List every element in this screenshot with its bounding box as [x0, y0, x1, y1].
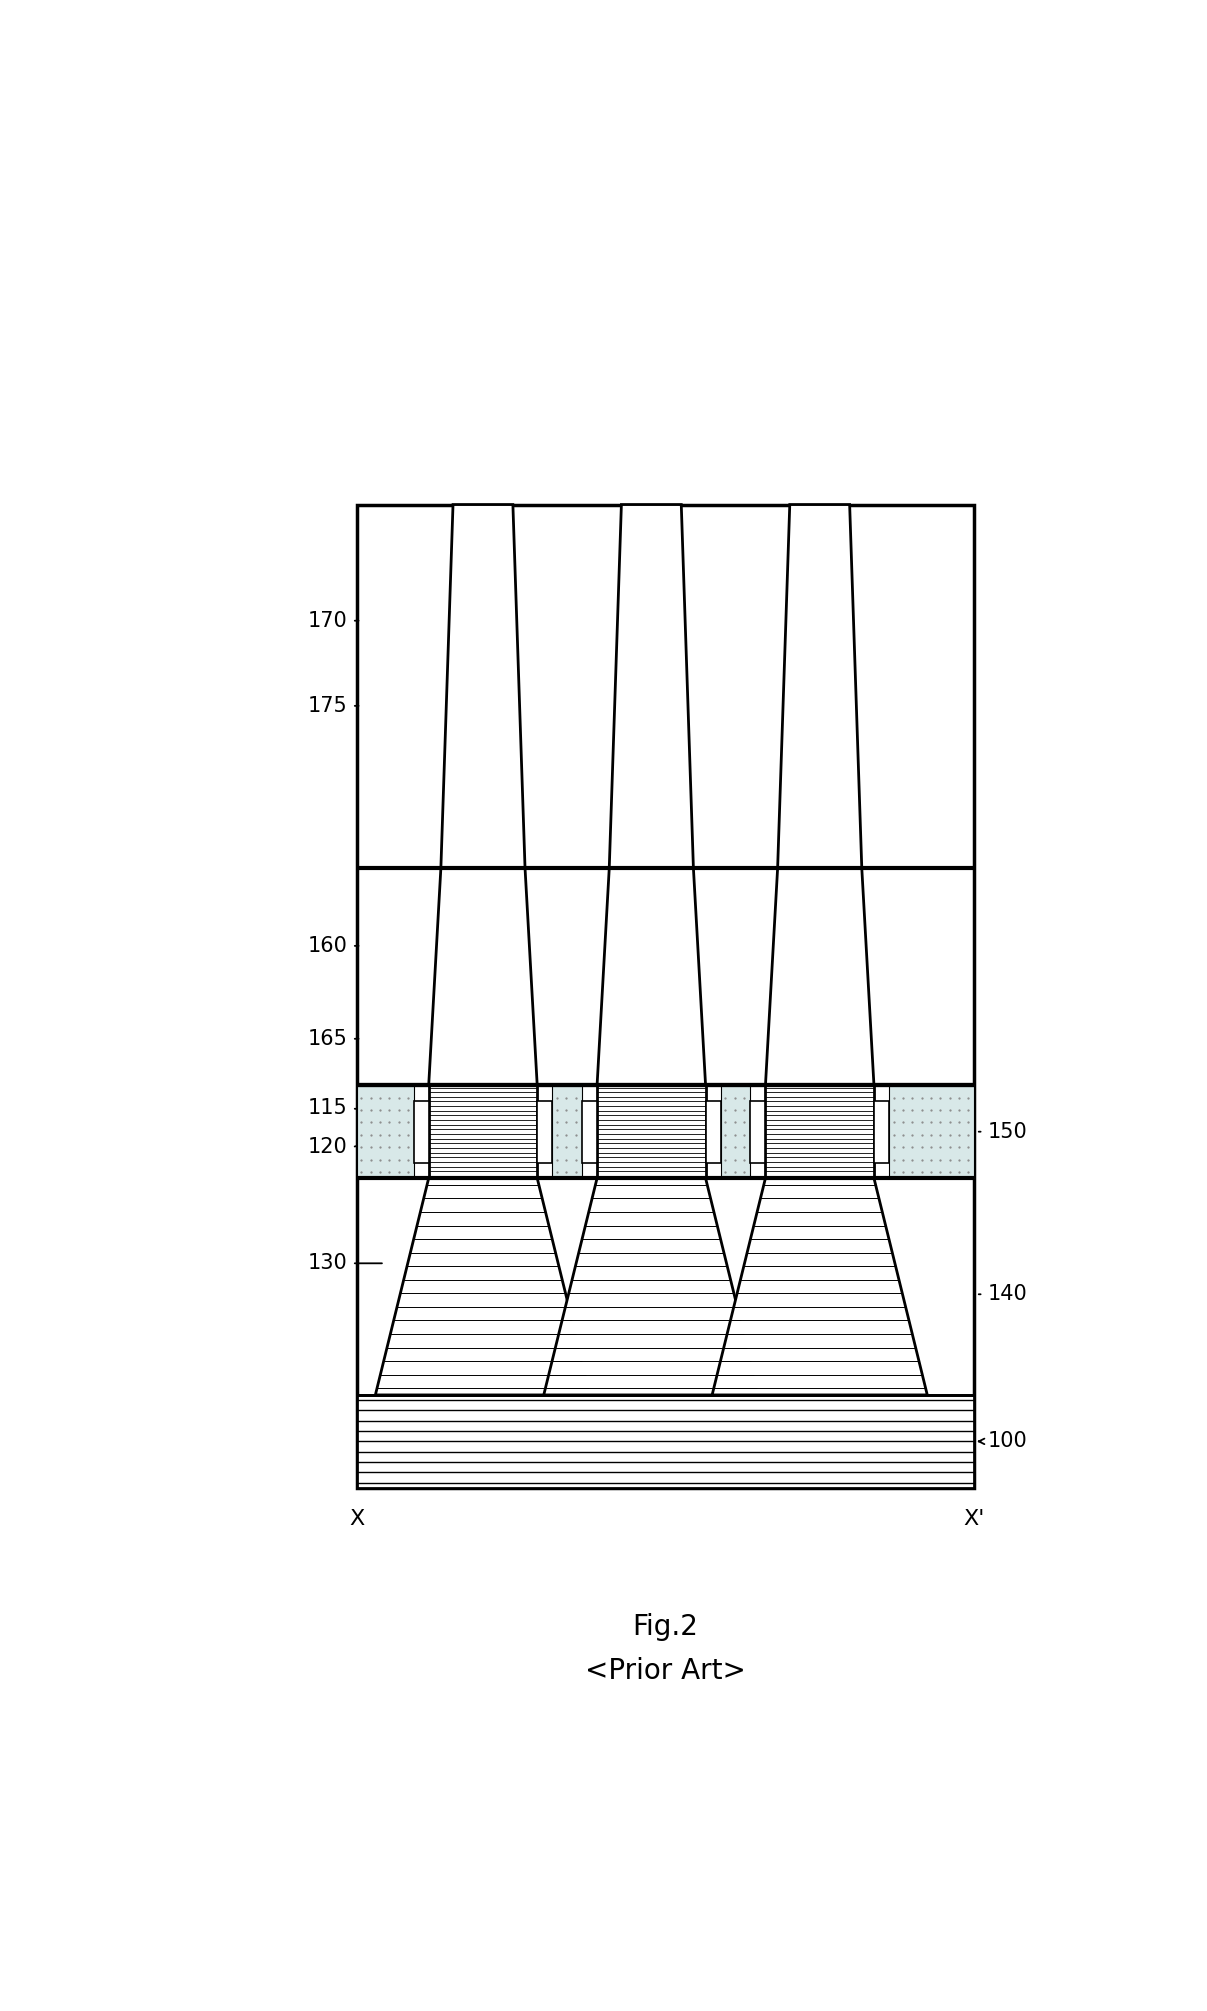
Text: <Prior Art>: <Prior Art> [585, 1657, 746, 1685]
Bar [751, 1100, 765, 1162]
Bar [357, 505, 974, 1488]
Polygon shape [777, 505, 862, 869]
Polygon shape [597, 869, 706, 1086]
Polygon shape [543, 1178, 759, 1396]
Text: X': X' [963, 1508, 985, 1528]
Polygon shape [428, 869, 537, 1086]
Bar [765, 1086, 874, 1178]
Bar [428, 1086, 537, 1178]
Text: 140: 140 [989, 1285, 1028, 1305]
Polygon shape [375, 1178, 590, 1396]
Bar [357, 1086, 414, 1178]
Text: X: X [349, 1508, 365, 1528]
Bar [706, 1100, 721, 1162]
Polygon shape [765, 869, 874, 1086]
Text: 160: 160 [308, 935, 348, 955]
Bar [582, 1100, 597, 1162]
Text: 115: 115 [308, 1098, 348, 1118]
Bar [874, 1100, 888, 1162]
Polygon shape [610, 505, 693, 869]
Text: 120: 120 [308, 1136, 348, 1156]
Bar [357, 1396, 974, 1488]
Text: Fig.2: Fig.2 [632, 1613, 699, 1641]
Bar [721, 1086, 751, 1178]
Polygon shape [441, 505, 525, 869]
Bar [888, 1086, 974, 1178]
Text: 175: 175 [308, 696, 348, 716]
Bar [597, 1086, 706, 1178]
Bar [552, 1086, 582, 1178]
Text: 130: 130 [308, 1253, 348, 1273]
Bar [537, 1100, 552, 1162]
Text: 150: 150 [989, 1122, 1028, 1142]
Text: 165: 165 [308, 1030, 348, 1050]
Bar [414, 1100, 428, 1162]
Text: 100: 100 [989, 1432, 1028, 1452]
Polygon shape [712, 1178, 927, 1396]
Text: 170: 170 [308, 611, 348, 631]
